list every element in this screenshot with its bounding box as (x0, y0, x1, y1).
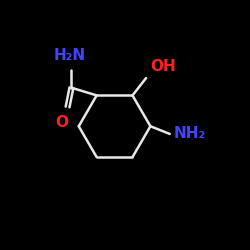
Text: O: O (55, 115, 68, 130)
Text: OH: OH (150, 59, 176, 74)
Text: H₂N: H₂N (54, 48, 86, 63)
Text: NH₂: NH₂ (174, 126, 206, 142)
